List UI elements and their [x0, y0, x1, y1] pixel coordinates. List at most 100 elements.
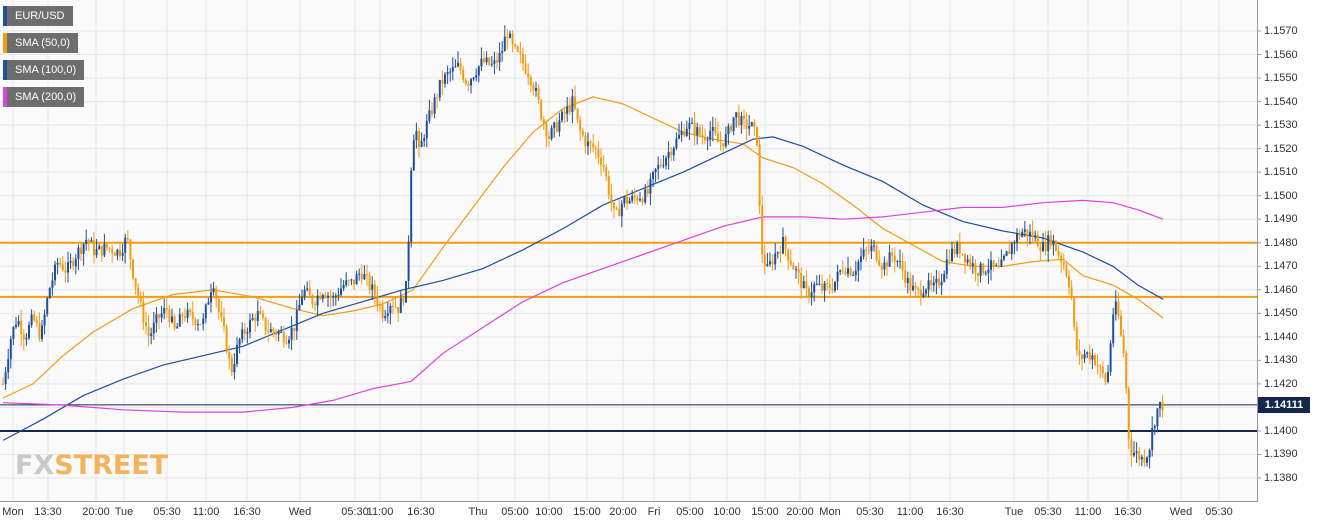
candle-body	[631, 195, 634, 201]
candle-body	[594, 147, 597, 150]
legend-item-sma200[interactable]: SMA (200,0)	[3, 87, 85, 107]
candle-body	[750, 122, 753, 127]
candle	[961, 253, 964, 257]
candle-body	[173, 316, 176, 329]
legend-item-sma50[interactable]: SMA (50,0)	[3, 33, 79, 53]
candle-body	[826, 283, 829, 285]
candle-body	[722, 143, 725, 147]
legend-item-sma100[interactable]: SMA (100,0)	[3, 60, 85, 80]
candle	[272, 327, 275, 338]
candle	[776, 251, 779, 259]
candle-body	[262, 313, 264, 318]
candle	[854, 260, 857, 282]
candle	[360, 264, 363, 285]
candle	[366, 264, 368, 286]
y-tick-label: 1.1520	[1264, 142, 1298, 155]
candle-body	[488, 57, 491, 65]
candle-body	[550, 127, 553, 139]
candle	[945, 249, 948, 280]
candle-body	[688, 123, 691, 129]
candle	[935, 270, 938, 295]
candle	[514, 43, 517, 49]
candle-body	[358, 273, 361, 275]
candle	[106, 243, 108, 251]
candle	[95, 239, 98, 258]
candle-body	[246, 332, 249, 334]
candle-body	[743, 115, 745, 120]
candle	[324, 291, 327, 299]
candle	[225, 324, 228, 354]
legend-item-eurusd[interactable]: EUR/USD	[3, 6, 73, 26]
x-tick-label: 15:00	[573, 506, 601, 518]
x-tick-label: 16:30	[407, 506, 435, 518]
candle	[584, 132, 587, 154]
sma-line	[2, 136, 1164, 441]
candle-body	[516, 46, 519, 52]
candle	[379, 300, 381, 313]
candle	[891, 248, 894, 263]
candle-body	[883, 262, 886, 270]
candle-body	[873, 245, 875, 247]
candle	[639, 191, 641, 203]
candle-body	[709, 130, 712, 140]
x-tick-label: Wed	[288, 506, 312, 518]
candle	[1101, 360, 1104, 378]
candle-body	[698, 127, 701, 135]
candle-body	[503, 36, 506, 52]
candlesticks	[2, 25, 1164, 469]
candle-body	[623, 196, 626, 204]
candle-body	[397, 307, 400, 314]
candle-body	[12, 327, 15, 340]
x-tick-label: 11:00	[896, 506, 924, 518]
candle-body	[693, 122, 696, 136]
candle-body	[46, 298, 49, 315]
candle	[828, 274, 831, 295]
candle-body	[1083, 353, 1086, 359]
candle-body	[438, 79, 441, 98]
candle	[618, 199, 621, 217]
candle-body	[641, 199, 644, 203]
candle	[139, 291, 142, 307]
candle	[943, 270, 946, 283]
candle	[316, 289, 319, 317]
candle	[691, 117, 693, 124]
candle-body	[909, 278, 912, 291]
candle-body	[581, 130, 584, 136]
candle-body	[350, 279, 353, 281]
candle-body	[945, 259, 948, 275]
candle-body	[644, 189, 647, 203]
candle	[787, 248, 790, 271]
candle-body	[818, 283, 821, 285]
candle	[579, 115, 582, 141]
candle-body	[210, 292, 212, 303]
candle-body	[984, 272, 987, 274]
candle	[857, 259, 860, 282]
candle	[1109, 340, 1112, 376]
candle-body	[704, 137, 706, 141]
candle-body	[368, 274, 371, 290]
candle-body	[303, 289, 306, 297]
candle	[1143, 449, 1146, 467]
candle	[412, 134, 415, 171]
candle-body	[139, 297, 142, 303]
candle-body	[867, 250, 870, 252]
candle-body	[275, 331, 277, 335]
candle-body	[61, 264, 64, 271]
candle-body	[865, 249, 868, 251]
candle	[1047, 230, 1050, 263]
candle-body	[961, 253, 964, 255]
candle-body	[1143, 456, 1146, 463]
candle	[932, 276, 935, 292]
candle-body	[285, 342, 288, 344]
candle	[342, 280, 345, 292]
candle	[940, 273, 943, 295]
candle	[1021, 228, 1024, 238]
candle	[189, 307, 192, 317]
candle	[25, 333, 28, 346]
candle-body	[678, 134, 680, 139]
candle-body	[680, 131, 683, 135]
candle	[441, 70, 444, 96]
candle	[899, 249, 901, 269]
candle	[173, 314, 176, 331]
